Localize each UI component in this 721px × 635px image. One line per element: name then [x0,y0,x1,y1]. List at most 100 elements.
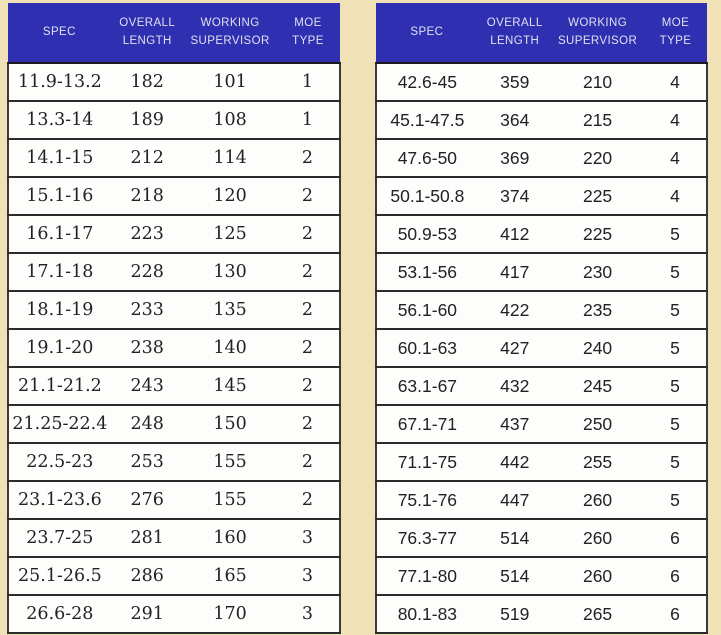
table-cell: 2 [276,405,341,444]
table-cell: 2 [276,215,341,254]
table-cell: 155 [183,481,277,520]
table-cell: 245 [551,367,644,406]
table-cell: 417 [478,253,552,292]
table-cell: 21.1-21.2 [7,367,111,406]
table-cell: 442 [478,443,552,482]
table-cell: 2 [276,329,341,368]
table-row: 13.3-14 189 108 1 [7,101,341,140]
table-cell: 2 [276,253,341,292]
table-cell: 265 [551,595,644,634]
table-cell: 260 [551,519,644,558]
column-header-spec: SPEC [8,3,111,64]
table-cell: 212 [110,139,184,178]
table-row: 23.7-25 281 160 3 [7,519,341,558]
table-cell: 13.3-14 [7,101,111,140]
table-cell: 422 [478,291,552,330]
table-cell: 238 [110,329,184,368]
table-cell: 150 [183,405,277,444]
table-cell: 432 [478,367,552,406]
table-cell: 23.7-25 [7,519,111,558]
table-cell: 412 [478,215,552,254]
table-cell: 182 [110,63,184,102]
table-row: 80.1-83 519 265 6 [374,595,709,634]
table-row: 23.1-23.6 276 155 2 [7,481,341,520]
table-row: 53.1-56 417 230 5 [374,253,709,292]
table-cell: 21.25-22.4 [7,405,111,444]
table-cell: 514 [478,519,552,558]
table-row: 47.6-50 369 220 4 [374,139,709,178]
table-row: 76.3-77 514 260 6 [374,519,709,558]
table-cell: 276 [110,481,184,520]
table-cell: 26.6-28 [7,595,111,634]
table-cell: 16.1-17 [7,215,111,254]
table-cell: 3 [276,557,341,596]
table-cell: 210 [551,63,644,102]
table-cell: 427 [478,329,552,368]
table-row: 15.1-16 218 120 2 [7,177,341,216]
table-cell: 75.1-76 [374,481,479,520]
table-cell: 3 [276,519,341,558]
table-cell: 145 [183,367,277,406]
table-row: 21.25-22.4 248 150 2 [7,405,341,444]
table-cell: 130 [183,253,277,292]
table-cell: 5 [643,253,709,292]
table-cell: 140 [183,329,277,368]
column-header-length: OVERALL LENGTH [110,3,184,64]
table-cell: 45.1-47.5 [374,101,479,140]
table-cell: 5 [643,291,709,330]
table-cell: 135 [183,291,277,330]
table-row: 71.1-75 442 255 5 [374,443,709,482]
table-cell: 19.1-20 [7,329,111,368]
table-cell: 42.6-45 [374,63,479,102]
table-cell: 47.6-50 [374,139,479,178]
table-cell: 5 [643,367,709,406]
table-cell: 260 [551,481,644,520]
table-row: 50.9-53 412 225 5 [374,215,709,254]
table-cell: 120 [183,177,277,216]
table-cell: 218 [110,177,184,216]
table-cell: 2 [276,139,341,178]
table-row: 45.1-47.5 364 215 4 [374,101,709,140]
table-cell: 4 [643,177,709,216]
table-cell: 374 [478,177,552,216]
table-cell: 25.1-26.5 [7,557,111,596]
table-cell: 76.3-77 [374,519,479,558]
table-cell: 125 [183,215,277,254]
table-cell: 225 [551,215,644,254]
table-cell: 60.1-63 [374,329,479,368]
table-cell: 15.1-16 [7,177,111,216]
table-row: 42.6-45 359 210 4 [374,63,709,102]
table-cell: 2 [276,177,341,216]
table-cell: 5 [643,215,709,254]
table-cell: 1 [276,63,341,102]
table-cell: 4 [643,63,709,102]
right-table-container: SPEC OVERALL LENGTH WORKING SUPERVISOR M… [374,3,709,634]
table-cell: 359 [478,63,552,102]
table-row: 11.9-13.2 182 101 1 [7,63,341,102]
table-cell: 2 [276,443,341,482]
table-cell: 223 [110,215,184,254]
table-cell: 230 [551,253,644,292]
table-cell: 5 [643,443,709,482]
table-cell: 3 [276,595,341,634]
table-cell: 2 [276,367,341,406]
table-cell: 6 [643,595,709,634]
column-header-supervisor: WORKING SUPERVISOR [183,3,277,64]
table-cell: 364 [478,101,552,140]
table-cell: 108 [183,101,277,140]
table-cell: 2 [276,481,341,520]
table-row: 22.5-23 253 155 2 [7,443,341,482]
table-cell: 250 [551,405,644,444]
table-cell: 17.1-18 [7,253,111,292]
table-row: 77.1-80 514 260 6 [374,557,709,596]
column-header-spec: SPEC [375,3,479,64]
table-cell: 514 [478,557,552,596]
table-cell: 215 [551,101,644,140]
table-cell: 170 [183,595,277,634]
table-cell: 22.5-23 [7,443,111,482]
table-cell: 1 [276,101,341,140]
table-cell: 255 [551,443,644,482]
table-row: 63.1-67 432 245 5 [374,367,709,406]
table-cell: 23.1-23.6 [7,481,111,520]
